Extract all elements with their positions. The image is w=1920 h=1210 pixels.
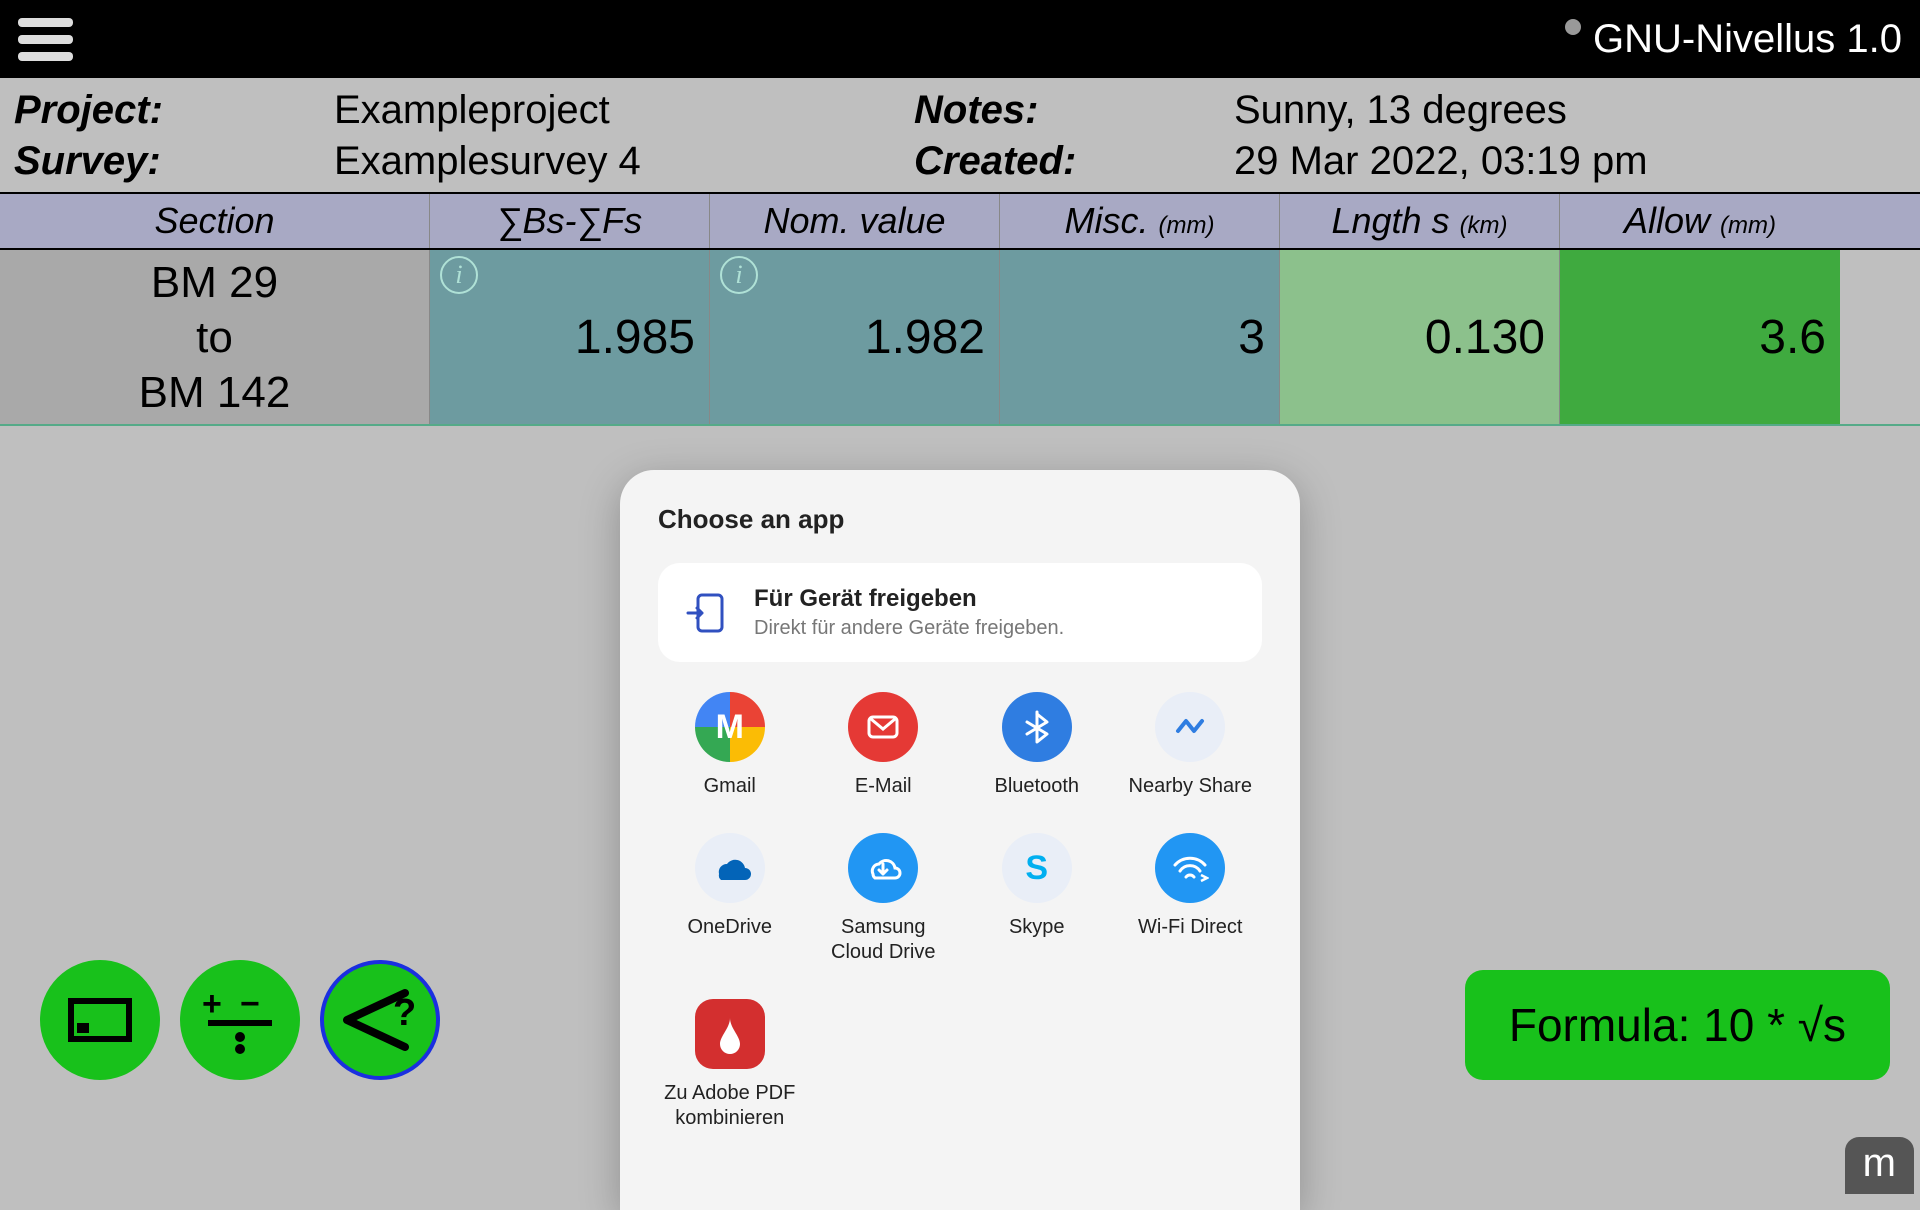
cell-bsfs[interactable]: i 1.985 xyxy=(430,250,710,424)
share-app-label: Bluetooth xyxy=(994,774,1079,799)
adobe-pdf-icon xyxy=(695,999,765,1069)
plus-minus-divide-icon: + − xyxy=(200,985,280,1055)
info-icon[interactable]: i xyxy=(440,256,478,294)
col-nom: Nom. value xyxy=(710,194,1000,248)
col-misc: Misc. (mm) xyxy=(1000,194,1280,248)
skype-icon: S xyxy=(1002,833,1072,903)
app-title-text: GNU-Nivellus 1.0 xyxy=(1593,17,1902,62)
samsung-cloud-icon xyxy=(848,833,918,903)
svg-text:+: + xyxy=(202,985,222,1023)
share-app-label: Samsung Cloud Drive xyxy=(813,915,953,965)
share-app-label: Skype xyxy=(1009,915,1065,940)
nearby-share-icon xyxy=(1155,692,1225,762)
project-value: Exampleproject xyxy=(334,88,914,133)
bluetooth-icon xyxy=(1002,692,1072,762)
cell-length[interactable]: 0.130 xyxy=(1280,250,1560,424)
share-sheet: Choose an app Für Gerät freigeben Direkt… xyxy=(620,470,1300,1210)
cell-nom-value: 1.982 xyxy=(865,310,985,365)
col-length-unit: (km) xyxy=(1460,212,1508,239)
col-misc-unit: (mm) xyxy=(1159,212,1215,239)
project-label: Project: xyxy=(14,88,334,133)
formula-display[interactable]: Formula: 10 * √s xyxy=(1465,970,1890,1080)
col-section: Section xyxy=(0,194,430,248)
table-row[interactable]: BM 29 to BM 142 i 1.985 i 1.982 3 0.130 … xyxy=(0,250,1920,426)
email-icon xyxy=(848,692,918,762)
col-bsfs: ∑Bs-∑Fs xyxy=(430,194,710,248)
share-app-label: Zu Adobe PDF kombinieren xyxy=(660,1081,800,1131)
section-mid: to xyxy=(196,310,233,365)
share-app-skype[interactable]: S Skype xyxy=(965,833,1109,965)
notes-value: Sunny, 13 degrees xyxy=(1234,88,1906,133)
cell-misc[interactable]: 3 xyxy=(1000,250,1280,424)
section-from: BM 29 xyxy=(151,255,278,310)
share-title: Choose an app xyxy=(658,504,1262,535)
less-than-question-icon: ? xyxy=(335,985,425,1055)
svg-text:−: − xyxy=(240,985,260,1023)
share-app-wifi-direct[interactable]: Wi-Fi Direct xyxy=(1119,833,1263,965)
cell-allow-value: 3.6 xyxy=(1759,310,1826,365)
m-badge[interactable]: m xyxy=(1845,1137,1914,1194)
share-app-label: Gmail xyxy=(704,774,756,799)
created-value: 29 Mar 2022, 03:19 pm xyxy=(1234,139,1906,184)
tool-button-1[interactable] xyxy=(40,960,160,1080)
share-to-device-button[interactable]: Für Gerät freigeben Direkt für andere Ge… xyxy=(658,563,1262,662)
share-app-onedrive[interactable]: OneDrive xyxy=(658,833,802,965)
tool-button-compare[interactable]: ? xyxy=(320,960,440,1080)
gmail-icon xyxy=(695,692,765,762)
device-share-icon xyxy=(684,591,728,635)
app-header: GNU-Nivellus 1.0 xyxy=(0,0,1920,78)
wifi-direct-icon xyxy=(1155,833,1225,903)
tool-button-2[interactable]: + − xyxy=(180,960,300,1080)
share-app-nearby[interactable]: Nearby Share xyxy=(1119,692,1263,799)
col-length-text: Lngth s xyxy=(1331,200,1449,241)
project-info-bar: Project: Exampleproject Notes: Sunny, 13… xyxy=(0,78,1920,192)
cell-allow[interactable]: 3.6 xyxy=(1560,250,1840,424)
col-allow: Allow (mm) xyxy=(1560,194,1840,248)
share-app-label: E-Mail xyxy=(855,774,912,799)
svg-text:?: ? xyxy=(393,992,416,1034)
share-app-gmail[interactable]: Gmail xyxy=(658,692,802,799)
share-app-label: Nearby Share xyxy=(1129,774,1252,799)
share-apps-grid: Gmail E-Mail Bluetooth Nearby Share OneD… xyxy=(658,692,1262,1131)
col-length: Lngth s (km) xyxy=(1280,194,1560,248)
info-icon[interactable]: i xyxy=(720,256,758,294)
survey-label: Survey: xyxy=(14,139,334,184)
col-misc-text: Misc. xyxy=(1065,200,1149,241)
share-app-email[interactable]: E-Mail xyxy=(812,692,956,799)
share-app-label: Wi-Fi Direct xyxy=(1138,915,1242,940)
cell-nom[interactable]: i 1.982 xyxy=(710,250,1000,424)
rectangle-icon xyxy=(65,995,135,1045)
formula-text: Formula: 10 * √s xyxy=(1509,999,1846,1051)
col-allow-text: Allow xyxy=(1624,200,1710,241)
share-device-subtitle: Direkt für andere Geräte freigeben. xyxy=(754,617,1064,640)
share-app-samsung-cloud[interactable]: Samsung Cloud Drive xyxy=(812,833,956,965)
share-app-adobe-pdf[interactable]: Zu Adobe PDF kombinieren xyxy=(658,999,802,1131)
cell-section: BM 29 to BM 142 xyxy=(0,250,430,424)
share-app-bluetooth[interactable]: Bluetooth xyxy=(965,692,1109,799)
table-header: Section ∑Bs-∑Fs Nom. value Misc. (mm) Ln… xyxy=(0,192,1920,250)
menu-icon[interactable] xyxy=(18,18,73,61)
section-to: BM 142 xyxy=(139,365,291,420)
share-app-label: OneDrive xyxy=(688,915,772,940)
cell-misc-value: 3 xyxy=(1238,310,1265,365)
cell-bsfs-value: 1.985 xyxy=(575,310,695,365)
notes-label: Notes: xyxy=(914,88,1234,133)
share-device-title: Für Gerät freigeben xyxy=(754,585,1064,613)
created-label: Created: xyxy=(914,139,1234,184)
col-allow-unit: (mm) xyxy=(1720,212,1776,239)
cell-length-value: 0.130 xyxy=(1425,310,1545,365)
survey-value: Examplesurvey 4 xyxy=(334,139,914,184)
app-title: GNU-Nivellus 1.0 xyxy=(1565,17,1902,62)
onedrive-icon xyxy=(695,833,765,903)
m-badge-text: m xyxy=(1863,1141,1896,1185)
status-dot-icon xyxy=(1565,19,1581,35)
